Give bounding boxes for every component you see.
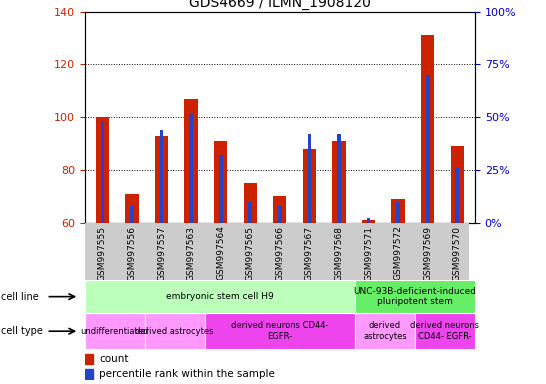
Bar <box>185 99 198 223</box>
Bar <box>450 146 464 223</box>
Bar <box>248 202 252 223</box>
Text: GSM997565: GSM997565 <box>246 225 255 281</box>
Bar <box>155 136 168 223</box>
Text: GSM997570: GSM997570 <box>453 225 462 281</box>
Text: percentile rank within the sample: percentile rank within the sample <box>99 369 275 379</box>
Bar <box>278 206 282 223</box>
Bar <box>307 134 311 223</box>
Text: GSM997572: GSM997572 <box>394 225 402 280</box>
Text: derived neurons
CD44- EGFR-: derived neurons CD44- EGFR- <box>411 321 479 341</box>
Bar <box>125 194 139 223</box>
Bar <box>100 121 104 223</box>
Text: count: count <box>99 354 128 364</box>
Bar <box>189 113 193 223</box>
Bar <box>214 141 227 223</box>
Bar <box>455 168 459 223</box>
Text: GSM997564: GSM997564 <box>216 225 225 280</box>
Text: cell type: cell type <box>1 326 43 336</box>
Bar <box>391 199 405 223</box>
Bar <box>96 117 109 223</box>
Bar <box>85 369 93 379</box>
Text: GSM997556: GSM997556 <box>127 225 136 281</box>
Bar <box>396 202 400 223</box>
Bar <box>302 149 316 223</box>
Text: GSM997557: GSM997557 <box>157 225 166 281</box>
Text: derived
astrocytes: derived astrocytes <box>363 321 407 341</box>
Bar <box>145 313 205 349</box>
Bar <box>355 313 415 349</box>
Bar <box>415 313 475 349</box>
Text: GSM997566: GSM997566 <box>275 225 284 281</box>
Title: GDS4669 / ILMN_1908120: GDS4669 / ILMN_1908120 <box>189 0 371 10</box>
Bar <box>362 220 375 223</box>
Bar <box>85 313 145 349</box>
Bar <box>159 130 163 223</box>
Text: undifferentiated: undifferentiated <box>80 327 149 336</box>
Text: embryonic stem cell H9: embryonic stem cell H9 <box>166 292 274 301</box>
Text: derived neurons CD44-
EGFR-: derived neurons CD44- EGFR- <box>231 321 329 341</box>
Text: GSM997568: GSM997568 <box>335 225 343 281</box>
Bar <box>85 280 355 313</box>
Text: GSM997567: GSM997567 <box>305 225 314 281</box>
Text: GSM997569: GSM997569 <box>423 225 432 281</box>
Bar <box>426 75 430 223</box>
Text: cell line: cell line <box>1 291 39 302</box>
Bar <box>130 206 134 223</box>
Bar <box>367 218 370 223</box>
Text: GSM997555: GSM997555 <box>98 225 107 281</box>
Text: GSM997571: GSM997571 <box>364 225 373 281</box>
Bar <box>337 134 341 223</box>
Bar <box>205 313 355 349</box>
Bar <box>85 354 93 364</box>
Text: derived astrocytes: derived astrocytes <box>135 327 214 336</box>
Bar <box>244 183 257 223</box>
Bar <box>333 141 346 223</box>
Bar <box>421 35 435 223</box>
Text: UNC-93B-deficient-induced
pluripotent stem: UNC-93B-deficient-induced pluripotent st… <box>353 287 477 306</box>
Bar <box>355 280 475 313</box>
Text: GSM997563: GSM997563 <box>187 225 195 281</box>
Bar <box>219 155 223 223</box>
Bar <box>273 196 287 223</box>
